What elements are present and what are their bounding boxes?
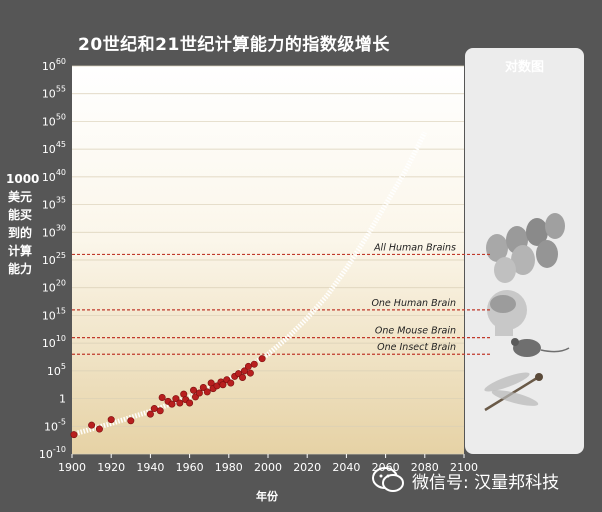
data-point — [70, 431, 78, 439]
data-point — [246, 369, 254, 377]
data-point — [172, 395, 180, 403]
x-tick-label: 1940 — [136, 461, 164, 474]
watermark-text: 微信号: 汉量邦科技 — [412, 473, 560, 493]
data-point — [150, 405, 158, 413]
data-point — [168, 400, 176, 408]
x-tick-label: 2020 — [293, 461, 321, 474]
x-tick-label: 2100 — [450, 461, 478, 474]
y-tick-label: 1025 — [42, 251, 66, 267]
reference-label: One Insect Brain — [377, 342, 456, 353]
data-point — [258, 355, 266, 363]
y-tick-label: 1020 — [42, 279, 66, 295]
data-point — [127, 417, 135, 425]
y-tick-label: 10-10 — [39, 445, 66, 461]
y-tick-label: 1015 — [42, 306, 66, 322]
data-point — [186, 399, 194, 407]
data-point — [199, 383, 207, 391]
data-point — [219, 381, 227, 389]
data-point — [107, 416, 115, 424]
data-point — [158, 393, 166, 401]
y-tick-label: 1 — [59, 393, 66, 406]
data-point — [95, 425, 103, 433]
y-tick-label: 1010 — [42, 334, 66, 350]
y-axis-label-line: 1000 — [6, 172, 40, 186]
log-panel-title: 对数图 — [504, 60, 544, 75]
data-point — [203, 388, 211, 396]
x-tick-label: 1920 — [97, 461, 125, 474]
trend-curve — [71, 131, 428, 438]
data-point — [244, 362, 252, 370]
mouse-icon — [511, 338, 570, 357]
data-point — [227, 379, 235, 387]
y-axis-label-line: 美元 — [7, 190, 32, 204]
data-point — [156, 407, 164, 415]
log-scale-panel: 对数图 — [465, 48, 584, 454]
y-tick-label: 1060 — [42, 57, 66, 73]
illustrations — [484, 213, 570, 412]
x-tick-label: 1900 — [58, 461, 86, 474]
data-points — [70, 355, 266, 439]
y-axis-label-line: 计算 — [7, 244, 32, 258]
data-point — [195, 389, 203, 397]
reference-label: One Mouse Brain — [375, 326, 456, 337]
y-tick-label: 105 — [47, 362, 66, 378]
gridlines — [72, 65, 464, 455]
crowd-heads-icon — [486, 213, 565, 283]
wechat-icon — [372, 467, 404, 492]
y-tick-label: 1035 — [42, 196, 66, 212]
data-point — [239, 374, 247, 382]
data-point — [176, 399, 184, 407]
human-head-brain-icon — [487, 290, 527, 336]
y-tick-label: 1055 — [42, 85, 66, 101]
y-tick-label: 1030 — [42, 223, 66, 239]
reference-label: All Human Brains — [373, 242, 456, 253]
y-axis-label: 1000 美元 能买 到的 计算 能力 — [6, 170, 40, 278]
x-axis-label: 年份 — [256, 490, 278, 503]
trend-line — [71, 131, 428, 438]
dragonfly-icon — [484, 372, 543, 412]
data-point — [88, 421, 96, 429]
chart-title: 20世纪和21世纪计算能力的指数级增长 — [78, 35, 390, 55]
data-point — [146, 410, 154, 418]
y-tick-label: 1050 — [42, 112, 66, 128]
x-tick-label: 2080 — [411, 461, 439, 474]
reference-label: One Human Brain — [371, 298, 456, 309]
y-tick-label: 1040 — [42, 168, 66, 184]
y-axis-ticks: 10-10 10-5 1 105 1010 1015 1020 1025 1030 1035 104… — [39, 57, 66, 461]
y-axis-label-line: 能力 — [7, 262, 32, 276]
x-tick-label: 2000 — [254, 461, 282, 474]
y-tick-label: 1045 — [42, 140, 66, 156]
y-tick-label: 10-5 — [44, 417, 66, 433]
reference-lines: All Human Brains One Human Brain One Mouse… — [72, 242, 492, 355]
x-tick-label: 1960 — [176, 461, 204, 474]
data-point — [250, 360, 258, 368]
x-tick-label: 1980 — [215, 461, 243, 474]
y-axis-label-line: 到的 — [7, 226, 32, 240]
data-point — [190, 386, 198, 394]
y-axis-label-line: 能买 — [7, 208, 32, 222]
x-tick-label: 2040 — [332, 461, 360, 474]
